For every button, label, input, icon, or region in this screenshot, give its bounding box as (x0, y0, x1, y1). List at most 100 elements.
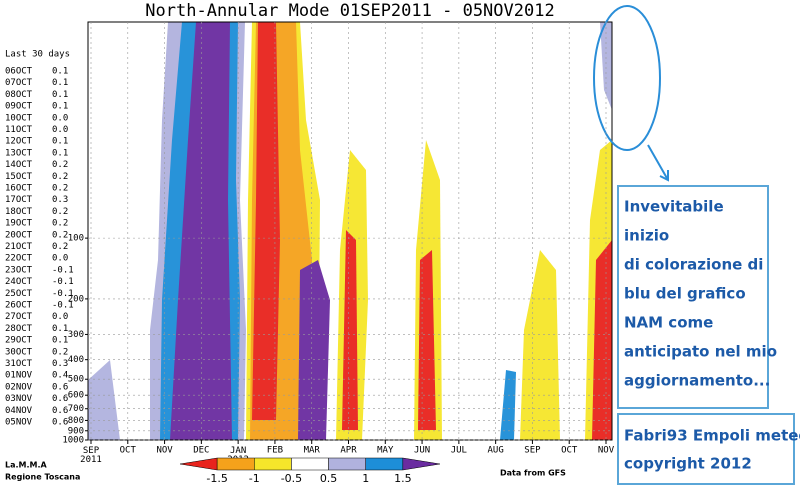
colorbar-tick-label: 1 (362, 472, 369, 485)
recent-date: 23OCT (5, 265, 33, 275)
colorbar-tick-label: -0.5 (281, 472, 302, 485)
recent-date: 06OCT (5, 67, 33, 77)
recent-date: 29OCT (5, 336, 33, 346)
recent-date: 19OCT (5, 219, 33, 229)
contour-region (500, 370, 516, 440)
callout-ellipse (593, 5, 661, 151)
colorbar-segment (179, 457, 218, 471)
signature-box (617, 413, 795, 485)
x-tick-label: MAY (377, 446, 394, 456)
y-tick-label: 500 (68, 375, 84, 385)
recent-value: -0.1 (52, 301, 74, 311)
colorbar-segment (365, 457, 404, 471)
recent-value: 0.6 (52, 394, 68, 404)
recent-value: 0.2 (52, 207, 68, 217)
x-tick-label: MAR (304, 446, 321, 456)
x-tick-label: JUN (414, 446, 430, 456)
x-tick-label: APR (340, 446, 357, 456)
recent-date: 24OCT (5, 277, 33, 287)
source: Regione Toscana (5, 473, 80, 482)
signature-line: copyright 2012 (624, 455, 752, 473)
contour-region (592, 240, 612, 440)
colorbar-tick-label: 0.5 (320, 472, 338, 485)
recent-value: 0.3 (52, 359, 68, 369)
recent-date: 05NOV (5, 418, 33, 428)
recent-value: 0.0 (52, 312, 68, 322)
x-tick-label: NOV (598, 446, 615, 456)
recent-value: 0.2 (52, 230, 68, 240)
x-tick-label: OCT (120, 446, 137, 456)
recent-date: 31OCT (5, 359, 33, 369)
recent-value: 0.1 (52, 324, 68, 334)
recent-value: 0.2 (52, 160, 68, 170)
comment-line: anticipato nel mio (624, 343, 777, 361)
recent-date: 13OCT (5, 148, 33, 158)
recent-value: 0.0 (52, 125, 68, 135)
colorbar-segment (291, 457, 329, 471)
recent-value: 0.0 (52, 113, 68, 123)
colorbar-segment (402, 457, 441, 471)
recent-date: 15OCT (5, 172, 33, 182)
recent-date: 30OCT (5, 347, 33, 357)
recent-value: 0.1 (52, 148, 68, 158)
x-tick-label: SEP (524, 446, 541, 456)
y-tick-label: 300 (68, 330, 84, 340)
colorbar-segment (254, 457, 292, 471)
recent-value: 0.1 (52, 336, 68, 346)
recent-value: 0.4 (52, 371, 68, 381)
contour-region (170, 22, 232, 440)
recent-date: 03NOV (5, 394, 33, 404)
source: La.M.M.A (5, 461, 48, 470)
recent-date: 28OCT (5, 324, 33, 334)
recent-date: 09OCT (5, 102, 33, 112)
x-tick-label: DEC (193, 446, 209, 456)
y-tick-label: 900 (68, 426, 84, 436)
colorbar-segment (328, 457, 366, 471)
recent-value: 0.1 (52, 137, 68, 147)
x-tick-label: AUG (488, 446, 504, 456)
comment-line: Invevitabile (624, 198, 724, 216)
recent-date: 16OCT (5, 184, 33, 194)
recent-date: 07OCT (5, 78, 33, 88)
recent-date: 18OCT (5, 207, 33, 217)
comment-box (617, 185, 769, 409)
y-tick-label: 1000 (62, 436, 84, 446)
contour-region (252, 22, 280, 420)
comment-line: blu del grafico (624, 285, 746, 303)
recent-date: 08OCT (5, 90, 33, 100)
recent-value: 0.2 (52, 172, 68, 182)
x-tick-label: SEP 2011 (80, 446, 102, 465)
recent-date: 11OCT (5, 125, 33, 135)
recent-value: 0.2 (52, 184, 68, 194)
recent-date: 01NOV (5, 371, 33, 381)
y-tick-label: 800 (68, 416, 84, 426)
chart-title: North-Annular Mode 01SEP2011 - 05NOV2012 (145, 1, 554, 21)
contour-region (418, 250, 436, 430)
x-tick-label: NOV (156, 446, 173, 456)
recent-value: 0.1 (52, 90, 68, 100)
contour-region (88, 360, 120, 440)
recent-date: 21OCT (5, 242, 33, 252)
recent-date: 26OCT (5, 301, 33, 311)
contour-region (520, 250, 560, 440)
recent-value: 0.1 (52, 67, 68, 77)
recent-value: 0.2 (52, 242, 68, 252)
recent-value: -0.1 (52, 265, 74, 275)
recent-value: 0.0 (52, 254, 68, 264)
y-tick-label: 600 (68, 391, 84, 401)
contour-region (600, 22, 612, 110)
recent-value: 0.1 (52, 78, 68, 88)
contour-field (88, 22, 612, 440)
comment-line: inizio (624, 227, 669, 245)
y-tick-label: 400 (68, 355, 84, 365)
recent-value: -0.1 (52, 277, 74, 287)
callout-arrow (647, 144, 669, 182)
colorbar-tick-label: 1.5 (394, 472, 412, 485)
x-tick-label: FEB (267, 446, 283, 456)
x-tick-label: JUL (451, 446, 467, 456)
recent-value: 0.2 (52, 347, 68, 357)
recent-value: 0.3 (52, 195, 68, 205)
recent-date: 12OCT (5, 137, 33, 147)
